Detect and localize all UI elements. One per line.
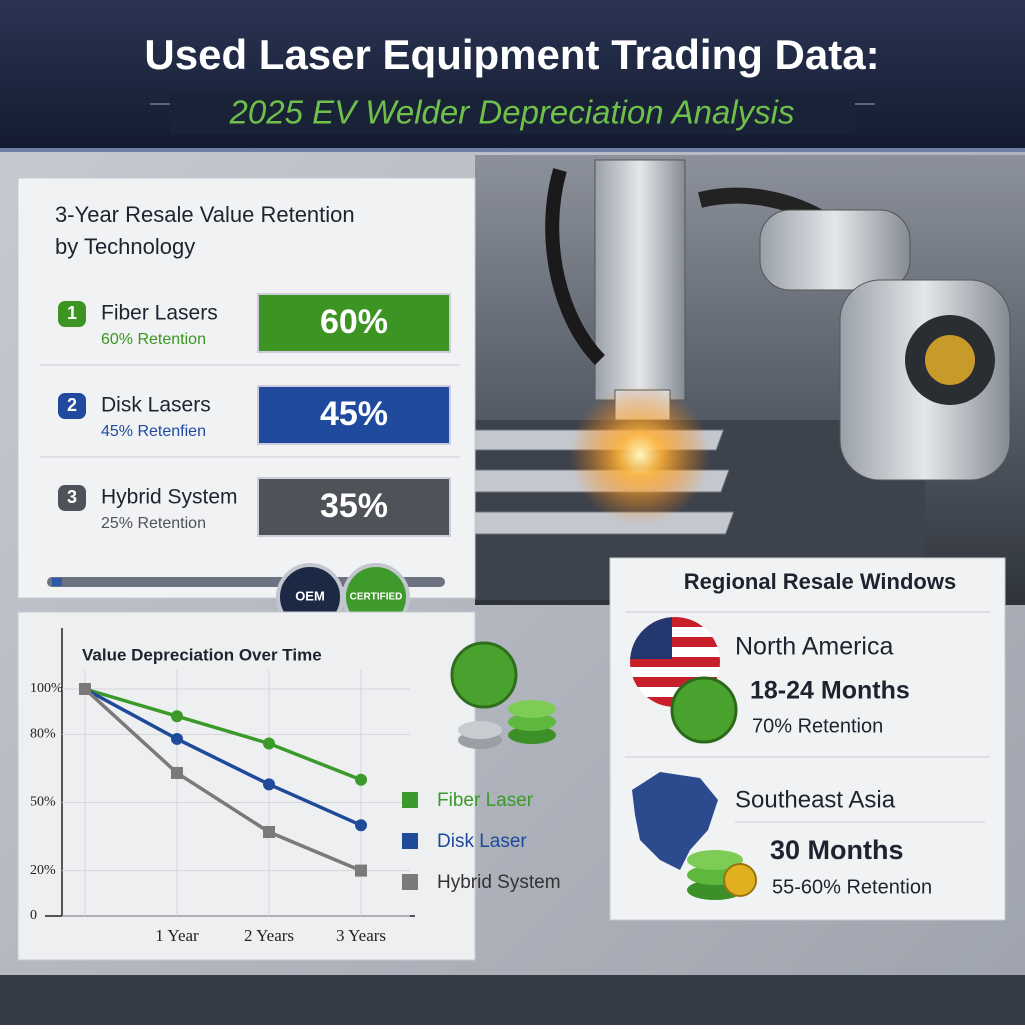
rank: 1 xyxy=(67,303,77,323)
legend-label: Hybrid System xyxy=(437,872,561,893)
welding-photo xyxy=(315,155,1025,605)
point xyxy=(79,683,91,695)
y-tick-label: 100% xyxy=(30,681,63,696)
x-tick-label: 1 Year xyxy=(155,926,199,945)
y-tick-label: 50% xyxy=(30,795,56,810)
subtitle: 2025 EV Welder Depreciation Analysis xyxy=(229,94,795,131)
value-box xyxy=(257,293,451,353)
series-line xyxy=(84,687,362,827)
tech-note: 25% Retention xyxy=(101,515,206,532)
region-retention: 55-60% Retention xyxy=(772,876,932,898)
region-name: North America xyxy=(735,633,893,661)
coins-icon xyxy=(450,641,556,749)
title: Used Laser Equipment Trading Data: xyxy=(144,31,879,78)
point xyxy=(171,766,183,779)
x-tick-label: 2 Years xyxy=(244,926,294,945)
region-window: 18-24 Months xyxy=(750,677,910,705)
x-tick-label: 3 Years xyxy=(336,926,386,945)
chart-panel xyxy=(17,611,476,961)
y-tick-label: 0 xyxy=(30,908,37,923)
point xyxy=(355,864,367,877)
tech-name: Fiber Lasers xyxy=(101,302,218,325)
point xyxy=(355,819,367,832)
rank: 2 xyxy=(67,395,77,415)
series-line xyxy=(84,687,362,782)
badge-label: CERTIFIED xyxy=(350,592,403,603)
coin-icon xyxy=(670,676,738,744)
retention-title: by Technology xyxy=(55,234,195,259)
tech-note: 45% Retenfien xyxy=(101,423,206,440)
legend-label: Disk Laser xyxy=(437,831,527,852)
tech-name: Disk Lasers xyxy=(101,394,211,417)
asia-map xyxy=(632,772,718,870)
series-line xyxy=(83,687,362,873)
value-box xyxy=(257,477,451,537)
point xyxy=(263,778,275,791)
y-tick-label: 20% xyxy=(30,863,56,878)
value-label: 35% xyxy=(320,487,388,525)
legend-swatch xyxy=(402,792,418,808)
coins-icon xyxy=(687,850,757,900)
y-tick-label: 80% xyxy=(30,727,56,742)
point xyxy=(263,737,275,750)
rank: 3 xyxy=(67,487,77,507)
legend-label: Fiber Laser xyxy=(437,790,534,811)
tech-name: Hybrid System xyxy=(101,486,238,509)
footer-band xyxy=(0,975,1025,1025)
rank-badge xyxy=(58,301,86,327)
badge-label: OEM xyxy=(295,588,325,603)
value-label: 60% xyxy=(320,303,388,341)
subtitle-bg xyxy=(170,94,855,134)
rank-badge xyxy=(58,393,86,419)
region-name: Southeast Asia xyxy=(735,786,896,813)
value-label: 45% xyxy=(320,395,388,433)
region-window: 30 Months xyxy=(770,835,904,865)
tech-note: 60% Retention xyxy=(101,331,206,348)
point xyxy=(171,710,183,723)
point xyxy=(263,826,275,839)
regions-title: Regional Resale Windows xyxy=(684,569,956,594)
legend-swatch xyxy=(402,874,418,890)
point xyxy=(171,732,183,745)
region-retention: 70% Retention xyxy=(752,715,883,737)
chart-title: Value Depreciation Over Time xyxy=(82,645,322,664)
retention-title: 3-Year Resale Value Retention xyxy=(55,202,355,227)
value-box xyxy=(257,385,451,445)
point xyxy=(355,773,367,786)
legend-swatch xyxy=(402,833,418,849)
rank-badge xyxy=(58,485,86,511)
